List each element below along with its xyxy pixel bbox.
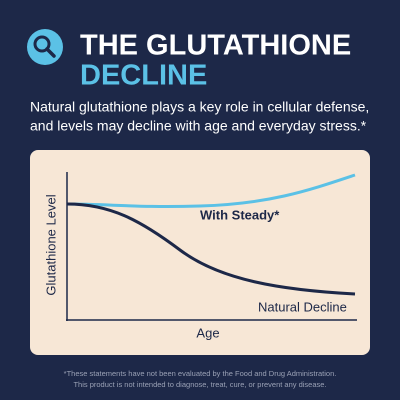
upper-curve <box>66 173 356 209</box>
intro-text: and levels may decline with age and ever… <box>30 118 367 134</box>
curve-label: With Steady* <box>200 207 280 222</box>
footnote: This product is not intended to diagnose… <box>73 380 326 389</box>
lower-curve <box>66 202 356 296</box>
footnote: *These statements have not been evaluate… <box>64 369 337 378</box>
search-icon <box>27 29 63 65</box>
title: THE GLUTATHIONE <box>80 30 351 62</box>
y-axis-label: Glutathione Level <box>43 194 58 295</box>
curve-label: Natural Decline <box>258 299 347 314</box>
intro-text: Natural glutathione plays a key role in … <box>30 99 369 115</box>
title: DECLINE <box>80 60 207 92</box>
x-axis-label: Age <box>196 325 219 340</box>
card <box>30 150 370 355</box>
